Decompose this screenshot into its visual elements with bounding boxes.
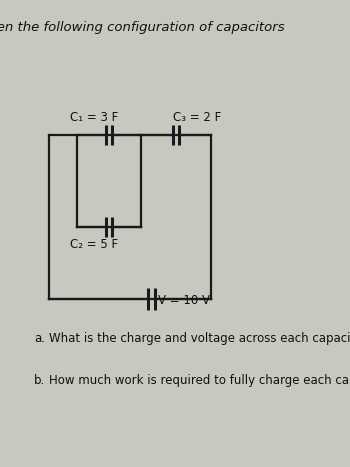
Text: V = 10 V: V = 10 V (158, 294, 210, 307)
Text: C₃ = 2 F: C₃ = 2 F (173, 111, 221, 124)
Text: a.: a. (34, 332, 45, 345)
Text: C₂ = 5 F: C₂ = 5 F (70, 239, 118, 251)
Text: b.: b. (34, 375, 45, 387)
Text: Given the following configuration of capacitors: Given the following configuration of cap… (0, 21, 285, 34)
Text: How much work is required to fully charge each capacitor?: How much work is required to fully charg… (49, 375, 350, 387)
Text: C₁ = 3 F: C₁ = 3 F (70, 111, 119, 124)
Text: What is the charge and voltage across each capacitor?: What is the charge and voltage across ea… (49, 332, 350, 345)
